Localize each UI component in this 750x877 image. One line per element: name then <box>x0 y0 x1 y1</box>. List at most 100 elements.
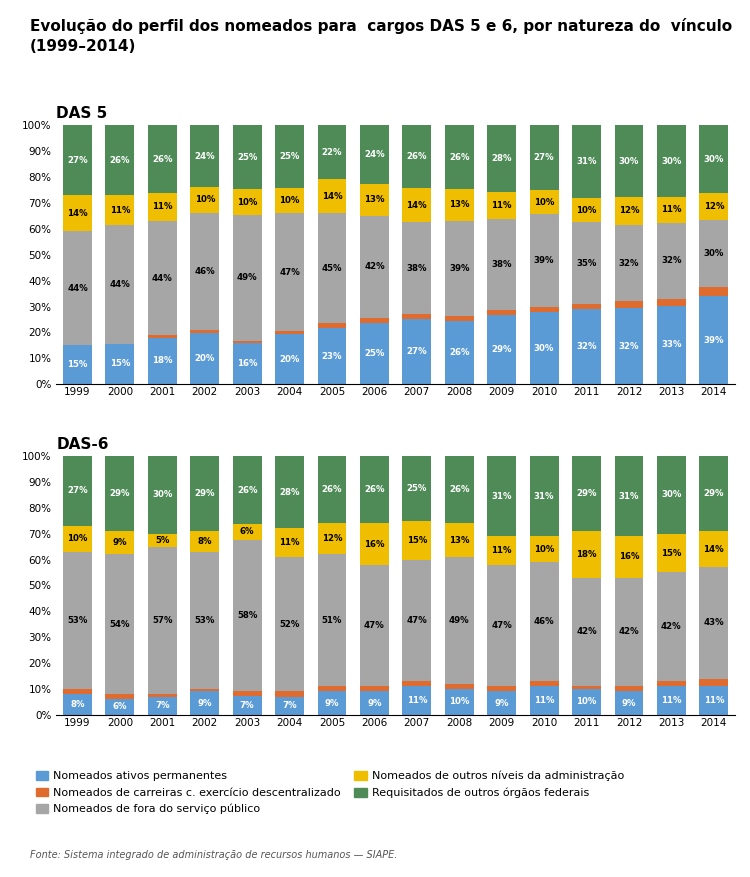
Bar <box>530 562 559 681</box>
Text: 31%: 31% <box>619 492 639 501</box>
Text: 18%: 18% <box>576 550 597 559</box>
Bar <box>530 687 559 715</box>
Text: 32%: 32% <box>619 259 639 267</box>
Text: 39%: 39% <box>704 336 724 345</box>
Bar <box>63 552 92 689</box>
Bar <box>657 223 686 299</box>
Bar <box>275 189 304 213</box>
Bar <box>148 696 177 715</box>
Text: 10%: 10% <box>68 534 88 544</box>
Bar <box>614 687 644 691</box>
Text: 52%: 52% <box>280 620 300 629</box>
Bar <box>445 456 474 524</box>
Text: 46%: 46% <box>194 267 215 276</box>
Bar <box>488 192 516 219</box>
Bar <box>190 187 219 212</box>
Bar <box>530 681 559 687</box>
Text: 14%: 14% <box>322 192 342 201</box>
Bar <box>190 689 219 691</box>
Text: 9%: 9% <box>325 699 339 708</box>
Text: 42%: 42% <box>576 627 597 637</box>
Text: 51%: 51% <box>322 616 342 624</box>
Bar <box>657 306 686 384</box>
Bar <box>148 546 177 694</box>
Bar <box>360 565 388 687</box>
Bar <box>106 554 134 694</box>
Bar <box>445 316 474 321</box>
Text: 42%: 42% <box>661 623 682 631</box>
Bar <box>275 456 304 529</box>
Bar <box>657 533 686 573</box>
Text: 20%: 20% <box>194 354 215 363</box>
Text: 57%: 57% <box>152 616 172 624</box>
Bar <box>106 344 134 384</box>
Text: 29%: 29% <box>576 489 597 498</box>
Text: 45%: 45% <box>322 264 342 273</box>
Bar <box>657 687 686 715</box>
Bar <box>317 323 346 328</box>
Text: 25%: 25% <box>364 349 385 358</box>
Bar <box>699 220 728 288</box>
Bar <box>275 125 304 189</box>
Bar <box>148 221 177 335</box>
Bar <box>488 691 516 715</box>
Text: 27%: 27% <box>68 487 88 496</box>
Text: 35%: 35% <box>576 259 597 267</box>
Bar <box>488 125 516 192</box>
Bar <box>63 196 92 232</box>
Text: 11%: 11% <box>534 696 554 705</box>
Text: 26%: 26% <box>110 156 130 165</box>
Text: 11%: 11% <box>110 206 130 215</box>
Bar <box>614 225 644 301</box>
Bar <box>657 299 686 306</box>
Text: 16%: 16% <box>237 360 257 368</box>
Bar <box>699 679 728 687</box>
Bar <box>614 196 644 225</box>
Text: 53%: 53% <box>194 616 215 624</box>
Text: 7%: 7% <box>155 702 170 710</box>
Bar <box>699 456 728 531</box>
Text: 12%: 12% <box>704 202 724 210</box>
Bar <box>572 578 601 687</box>
Bar <box>699 687 728 715</box>
Bar <box>657 573 686 681</box>
Bar <box>106 456 134 531</box>
Bar <box>403 125 431 189</box>
Bar <box>614 578 644 687</box>
Bar <box>572 222 601 304</box>
Text: 7%: 7% <box>240 701 254 710</box>
Text: 11%: 11% <box>661 696 682 705</box>
Bar <box>317 554 346 687</box>
Bar <box>148 338 177 384</box>
Text: 29%: 29% <box>491 345 512 354</box>
Bar <box>63 526 92 552</box>
Bar <box>232 539 262 691</box>
Bar <box>317 524 346 554</box>
Bar <box>614 301 644 308</box>
Bar <box>530 536 559 562</box>
Text: 20%: 20% <box>280 354 300 363</box>
Bar <box>232 524 262 539</box>
Bar <box>403 222 431 314</box>
Bar <box>63 689 92 694</box>
Bar <box>360 687 388 691</box>
Bar <box>614 456 644 536</box>
Bar <box>232 456 262 524</box>
Bar <box>530 312 559 384</box>
Text: 14%: 14% <box>406 201 427 210</box>
Text: 10%: 10% <box>237 197 257 207</box>
Text: 29%: 29% <box>194 489 215 498</box>
Bar <box>190 212 219 331</box>
Bar <box>699 193 728 220</box>
Text: 26%: 26% <box>152 154 172 163</box>
Text: 24%: 24% <box>194 152 215 160</box>
Text: 12%: 12% <box>619 206 639 216</box>
Bar <box>275 332 304 334</box>
Bar <box>190 456 219 531</box>
Text: 26%: 26% <box>449 348 470 357</box>
Text: DAS-6: DAS-6 <box>56 437 109 453</box>
Bar <box>488 315 516 384</box>
Text: 27%: 27% <box>68 156 88 165</box>
Bar <box>572 687 601 689</box>
Bar <box>360 524 388 565</box>
